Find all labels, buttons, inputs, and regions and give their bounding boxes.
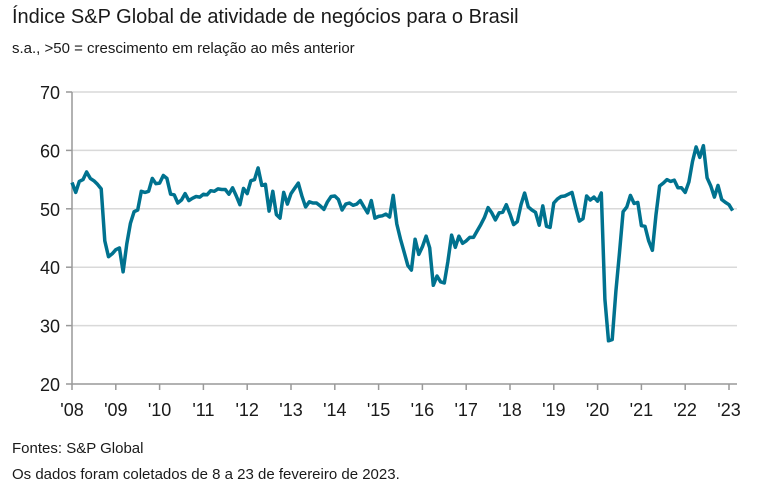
line-chart: 70 60 50 40 30 20'08 '09 '10 '11 '12 '13 '14 '15 '16 '… — [40, 83, 741, 420]
y-tick-label: 40 — [40, 258, 60, 278]
y-tick-label: 20 — [40, 375, 60, 395]
x-tick-label: '22 — [673, 400, 696, 420]
x-tick-label: '16 — [411, 400, 434, 420]
x-tick-label: '18 — [498, 400, 521, 420]
x-tick-label: '11 — [192, 400, 214, 420]
chart-title: Índice S&P Global de atividade de negóci… — [12, 6, 519, 28]
x-tick-label: '14 — [323, 400, 346, 420]
x-tick-label: '20 — [586, 400, 609, 420]
source-note: Fontes: S&P Global — [12, 440, 144, 457]
x-tick-label: '09 — [104, 400, 127, 420]
x-tick-label: '23 — [717, 400, 740, 420]
y-tick-label: 30 — [40, 317, 60, 337]
x-tick-label: '15 — [367, 400, 390, 420]
x-tick-label: '13 — [279, 400, 302, 420]
x-tick-label: '21 — [630, 400, 653, 420]
pmi-series-line — [70, 143, 735, 343]
x-tick-label: '08 — [60, 400, 83, 420]
x-tick-label: '19 — [542, 400, 565, 420]
chart-subtitle: s.a., >50 = crescimento em relação ao mê… — [12, 40, 355, 57]
y-tick-label: 60 — [40, 141, 60, 161]
x-tick-label: '17 — [454, 400, 477, 420]
x-tick-label: '12 — [235, 400, 258, 420]
data-collection-note: Os dados foram coletados de 8 a 23 de fe… — [12, 466, 400, 483]
y-tick-label: 70 — [40, 83, 60, 103]
x-tick-label: '10 — [148, 400, 171, 420]
y-tick-label: 50 — [40, 200, 60, 220]
